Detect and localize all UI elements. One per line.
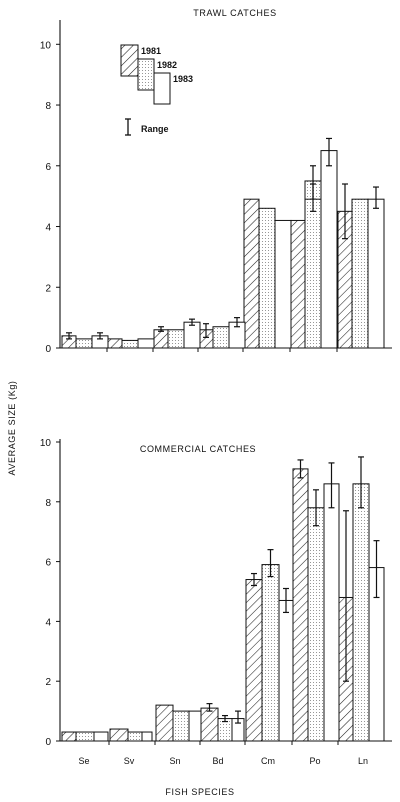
bar-1982-Po [307, 507, 325, 742]
bar-1981-Sv [109, 728, 129, 742]
bar-1982-Po [304, 198, 322, 349]
bar-1982-Sn [172, 710, 190, 742]
bar-1982-Sn [167, 329, 185, 349]
bar-1983-Cm [278, 599, 294, 742]
y-tick-label: 4 [45, 223, 51, 234]
x-tick-label: Sn [169, 756, 180, 766]
legend-swatch-1983 [153, 72, 171, 105]
chart-title: TRAWL CATCHES [193, 8, 276, 18]
x-tick-label: Sv [124, 756, 135, 766]
y-tick-label: 4 [45, 617, 51, 628]
bar-1983-Po [323, 483, 340, 742]
legend-range-label: Range [141, 124, 169, 134]
bar-1981-Bd [200, 707, 219, 742]
bar-1981-Cm [243, 198, 260, 349]
legend-label-1981: 1981 [141, 46, 161, 56]
bar-1982-Ln [351, 198, 369, 349]
legend: 1981 1982 1983 Range [120, 44, 193, 136]
bar-1983-Se [93, 731, 109, 742]
y-axis-label: AVERAGE SIZE (Kg) [7, 380, 17, 475]
y-tick-label: 2 [45, 283, 51, 294]
y-tick-label: 8 [45, 498, 51, 509]
bar-1983-Sn [183, 321, 201, 349]
bar-1983-Sv [137, 338, 155, 349]
bar-1982-Se [75, 731, 95, 742]
y-tick-label: 10 [40, 40, 52, 51]
bar-1981-Cm [245, 579, 263, 742]
chart-panel-1: TRAWL CATCHES 0 2 4 6 8 10 [40, 8, 392, 355]
y-tick-label: 8 [45, 101, 51, 112]
y-tick-label: 0 [45, 737, 51, 748]
y-tick-label: 6 [45, 558, 51, 569]
bar-1981-Sn [155, 704, 174, 742]
bar-1982-Cm [258, 207, 276, 349]
bar-1982-Cm [261, 564, 280, 742]
bar-1983-Sv [141, 731, 153, 742]
y-tick-label: 6 [45, 162, 51, 173]
bar-1981-Po [290, 219, 306, 349]
x-axis-label: FISH SPECIES [165, 787, 234, 797]
chart-panels: TRAWL CATCHES 0 2 4 6 8 10 COMMERCIAL CATCHES 0 2… [40, 8, 392, 766]
y-tick-label: 10 [40, 438, 52, 449]
bar-1982-Sv [121, 339, 139, 349]
legend-swatch-1982 [137, 58, 155, 91]
x-tick-label: Se [78, 756, 89, 766]
chart-title: COMMERCIAL CATCHES [140, 444, 256, 454]
bar-1981-Se [61, 731, 77, 742]
legend-label-1982: 1982 [157, 60, 177, 70]
y-tick-label: 0 [45, 344, 51, 355]
chart-panel-2: COMMERCIAL CATCHES 0 2 4 6 8 10 Se Sv Sn Bd Cm Po Ln [40, 438, 392, 766]
x-tick-label: Cm [261, 756, 275, 766]
bar-1983-Cm [274, 219, 292, 349]
bar-1982-Sv [127, 731, 143, 742]
bar-1983-Sn [188, 710, 202, 742]
bar-1983-Po [320, 150, 338, 349]
bar-1982-Ln [352, 483, 370, 742]
legend-label-1983: 1983 [173, 74, 193, 84]
bar-1981-Sv [107, 338, 123, 349]
x-tick-label: Po [309, 756, 320, 766]
x-tick-label: Bd [212, 756, 223, 766]
bar-1981-Sn [153, 329, 169, 349]
x-tick-label: Ln [358, 756, 368, 766]
y-tick-label: 2 [45, 677, 51, 688]
bar-1982-Se [75, 338, 93, 349]
bar-1983-Ln [367, 198, 385, 349]
legend-swatch-1981 [120, 44, 139, 77]
bar-1982-Bd [212, 326, 230, 349]
bar-1981-Po [292, 468, 309, 742]
